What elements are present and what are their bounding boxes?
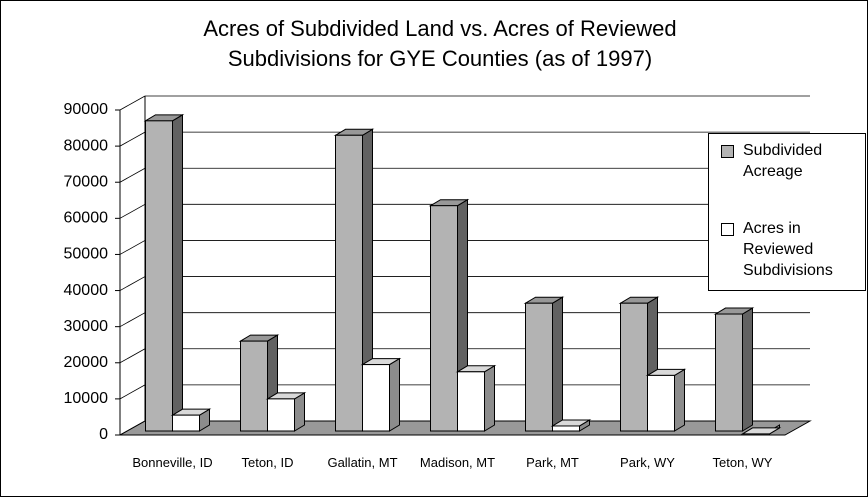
x-tick-label: Madison, MT: [419, 455, 496, 470]
bar-side: [674, 368, 685, 432]
bar: [335, 134, 363, 432]
legend: Subdivided Acreage Acres in Reviewed Subd…: [708, 133, 866, 291]
x-tick-label: Bonneville, ID: [132, 455, 213, 470]
y-tick-label: 70000: [64, 173, 109, 190]
bar: [715, 313, 743, 432]
bar: [647, 374, 675, 432]
bar: [240, 340, 268, 432]
y-tick-label: 10000: [64, 390, 109, 407]
x-tick-label: Park, MT: [526, 455, 579, 470]
bar: [267, 398, 295, 432]
legend-swatch: [721, 145, 734, 158]
grid-line: [119, 240, 146, 255]
bar: [552, 425, 580, 432]
bar: [620, 302, 648, 432]
y-tick-label: 60000: [64, 210, 109, 227]
grid-line: [119, 131, 146, 147]
grid-line: [119, 384, 146, 400]
bar: [362, 364, 390, 432]
legend-swatch: [721, 223, 734, 236]
y-tick-label: 30000: [64, 318, 109, 335]
legend-label: Acres in Reviewed Subdivisions: [743, 220, 833, 279]
bar: [525, 302, 553, 432]
grid-line: [119, 348, 146, 364]
bar: [172, 414, 200, 432]
bar-side: [294, 392, 305, 432]
grid-line: [119, 203, 146, 219]
grid-line: [119, 276, 146, 291]
bar: [145, 120, 173, 432]
y-tick-label: 0: [99, 426, 108, 443]
grid-line: [119, 95, 146, 111]
y-tick-label: 50000: [64, 246, 109, 263]
bar-side: [742, 307, 753, 432]
bar: [430, 205, 458, 432]
y-tick-label: 40000: [64, 282, 109, 299]
x-tick-label: Teton, ID: [241, 455, 294, 470]
grid-line: [119, 420, 146, 436]
grid-line: [119, 167, 146, 183]
x-tick-label: Gallatin, MT: [327, 455, 398, 470]
bar-side: [172, 113, 183, 432]
y-tick-label: 90000: [64, 101, 109, 118]
bar: [457, 371, 485, 432]
bar-top: [740, 427, 782, 435]
bar-side: [389, 357, 400, 432]
x-tick-label: Park, WY: [620, 455, 675, 470]
y-tick-label: 20000: [64, 354, 109, 371]
bar-side: [484, 364, 495, 432]
x-tick-label: Teton, WY: [712, 455, 773, 470]
grid-line: [119, 312, 146, 328]
legend-label: Subdivided Acreage: [743, 142, 823, 180]
bar-side: [552, 296, 563, 432]
y-tick-label: 80000: [64, 137, 109, 154]
chart-title: Acres of Subdivided Land vs. Acres of Re…: [203, 16, 677, 71]
